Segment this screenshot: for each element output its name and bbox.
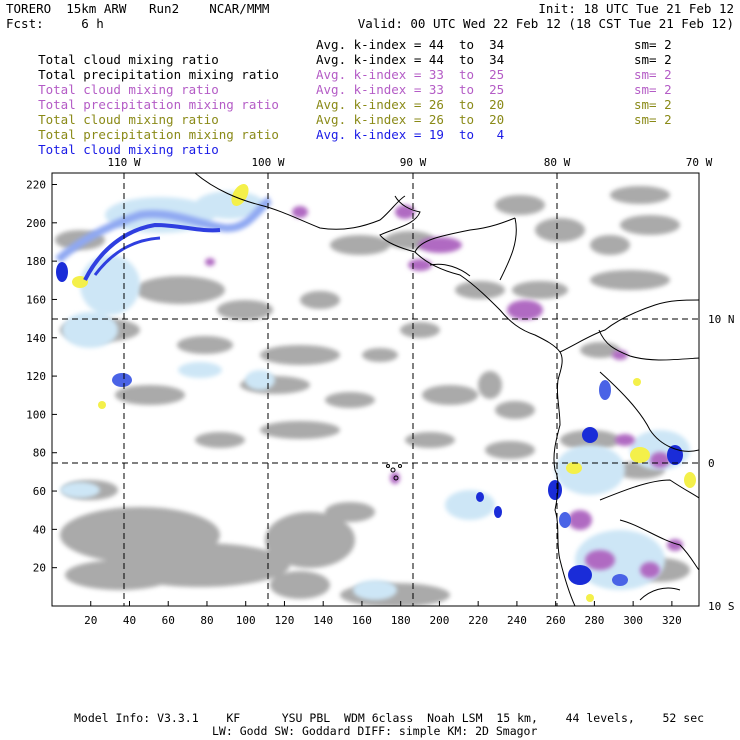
header-valid-time: Valid: 00 UTC Wed 22 Feb 12 (18 CST Tue … [357,16,734,31]
axis-ticks: 220 200 180 160 140 120 100 80 60 40 20 20 40 60 80 100… [26,156,734,627]
footer-physics-info: LW: Godd SW: Goddard DIFF: simple KM: 2D… [212,724,538,738]
coastline [194,173,699,606]
legend-field: Total precipitation mixing ratio [38,67,279,82]
legend-smoothing: sm= 2 [634,37,672,52]
legend-field: Total cloud mixing ratio [38,112,219,127]
legend-row: Total cloud mixing ratio [8,37,219,82]
grid-x-label: 20 [84,614,97,627]
grid-x-label: 280 [584,614,604,627]
legend-row: Total precipitation mixing ratio [8,82,279,127]
legend-stat: Avg. k-index = 44 to 34 [316,52,505,67]
longitude-label: 80 W [544,156,571,169]
grid-y-label: 80 [33,447,46,460]
latitude-label: 10 N [708,313,735,326]
grid-y-label: 40 [33,523,46,536]
legend-field: Total cloud mixing ratio [38,82,219,97]
legend-field: Total cloud mixing ratio [38,52,219,67]
legend-stat: Avg. k-index = 26 to 20 [316,97,505,112]
grid-y-label: 120 [26,370,46,383]
grid-x-label: 100 [236,614,256,627]
legend-row: Total cloud mixing ratio [8,97,219,142]
grid-y-label: 60 [33,485,46,498]
graticule [52,173,699,606]
legend-field: Total precipitation mixing ratio [38,97,279,112]
grid-y-label: 220 [26,178,46,191]
legend-field: Total cloud mixing ratio [38,142,219,157]
longitude-label: 90 W [400,156,427,169]
purple-precip-field [205,205,683,578]
legend-stat: Avg. k-index = 19 to 4 [316,127,505,142]
legend-smoothing: sm= 2 [634,52,672,67]
legend-row: Total cloud mixing ratio [8,67,219,112]
grid-x-label: 200 [429,614,449,627]
legend-smoothing: sm= 2 [634,97,672,112]
latitude-label: 10 S [708,600,735,613]
grid-x-label: 40 [123,614,136,627]
legend-row: Total precipitation mixing ratio [8,112,279,157]
field-layer [52,173,699,606]
legend-smoothing: sm= 2 [634,67,672,82]
grid-x-label: 320 [662,614,682,627]
legend-row: Total precipitation mixing ratio [8,52,279,97]
legend-stat: Avg. k-index = 33 to 25 [316,67,505,82]
legend-smoothing: sm= 2 [634,112,672,127]
map-frame [51,172,700,607]
grid-y-label: 140 [26,332,46,345]
legend-stat: Avg. k-index = 44 to 34 [316,37,505,52]
grid-y-label: 20 [33,562,46,575]
grid-x-label: 120 [275,614,295,627]
legend-field: Total precipitation mixing ratio [38,127,279,142]
blue-cloud-field [55,196,683,586]
longitude-label: 110 W [107,156,140,169]
legend-stat: Avg. k-index = 26 to 20 [316,112,505,127]
legend-smoothing: sm= 2 [634,82,672,97]
grid-x-label: 80 [200,614,213,627]
grid-y-label: 200 [26,217,46,230]
legend-stat: Avg. k-index = 33 to 25 [316,82,505,97]
grid-x-label: 220 [468,614,488,627]
grid-y-label: 180 [26,255,46,268]
grid-x-label: 240 [507,614,527,627]
grid-x-label: 60 [162,614,175,627]
legend-row: Total cloud mixing ratio [8,127,219,172]
longitude-label: 100 W [251,156,284,169]
header-title: TORERO 15km ARW Run2 NCAR/MMM [6,1,270,16]
grid-y-label: 160 [26,293,46,306]
grid-x-label: 300 [623,614,643,627]
longitude-label: 70 W [686,156,713,169]
header-forecast-hour: Fcst: 6 h [6,16,104,31]
footer-model-info: Model Info: V3.3.1 KF YSU PBL WDM 6class… [74,711,705,725]
latitude-label: 0 [708,457,715,470]
grid-x-label: 140 [313,614,333,627]
grid-x-label: 180 [391,614,411,627]
header-init-time: Init: 18 UTC Tue 21 Feb 12 [538,1,734,16]
grid-y-label: 100 [26,408,46,421]
grid-x-label: 160 [352,614,372,627]
grid-x-label: 260 [546,614,566,627]
